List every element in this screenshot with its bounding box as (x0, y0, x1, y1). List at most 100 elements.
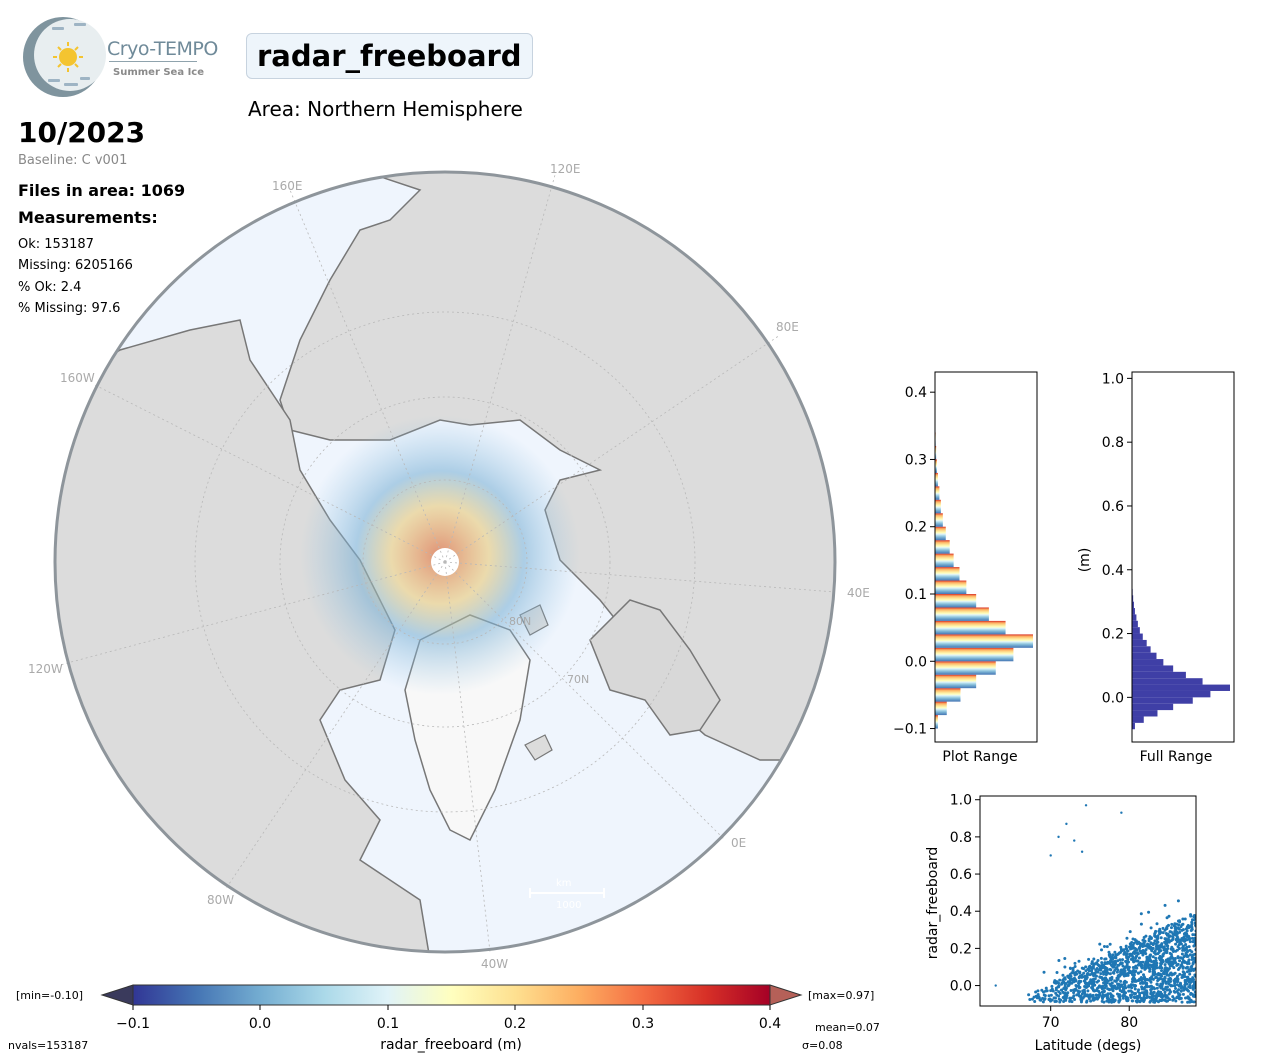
scale-bar (529, 888, 605, 898)
scatter-outlier (1065, 822, 1068, 826)
scatter-point (1184, 996, 1188, 1000)
hist1-bar (935, 567, 960, 581)
scatter-point (1176, 899, 1180, 903)
scatter-point (1127, 984, 1131, 988)
hist2-bar (1132, 595, 1134, 602)
scatter-point (1188, 986, 1192, 990)
scatter-point (1111, 957, 1115, 961)
scatter-point (1173, 990, 1177, 994)
scatter-point (1063, 957, 1067, 961)
scatter-point (1099, 956, 1103, 960)
scatter-point (1120, 961, 1124, 965)
scatter-point (1175, 974, 1179, 978)
hist1-xlabel: Plot Range (942, 749, 1017, 765)
scatter-point (1142, 997, 1146, 1001)
hist2-bar (1132, 690, 1211, 698)
scatter-point (1102, 990, 1106, 994)
hist2-bar (1132, 620, 1138, 628)
scatter-point (1058, 978, 1062, 982)
scatter-point (1183, 917, 1187, 921)
scatter-point (1150, 975, 1154, 979)
hist2-tick-label: 1.0 (1102, 371, 1124, 387)
scatter-point (1142, 975, 1146, 979)
scatter-point (1083, 984, 1087, 988)
hist1-bar (935, 499, 941, 514)
scatter-point (1114, 954, 1118, 958)
scatter-point (1117, 986, 1121, 990)
hist1-bar (935, 715, 938, 729)
scatter-point (1168, 989, 1172, 993)
parameter-title: radar_freeboard (246, 33, 533, 79)
hist2-xlabel: Full Range (1140, 749, 1213, 765)
scatter-point (1094, 993, 1098, 997)
scatter-point (1130, 940, 1134, 944)
scatter-point (1086, 971, 1090, 975)
scatter-point (1057, 981, 1061, 985)
scatter-point (1102, 981, 1106, 985)
scatter-point (1144, 964, 1148, 968)
scatter-point (1073, 988, 1077, 992)
scatter-point (1189, 913, 1193, 917)
scatter-point (1182, 971, 1186, 975)
area-label: Area: Northern Hemisphere (248, 97, 523, 121)
scatter-point (1124, 959, 1128, 963)
scatter-point (1148, 969, 1152, 973)
scatter-point (1068, 966, 1072, 970)
scatter-point (1185, 975, 1189, 979)
scatter-point (1148, 967, 1152, 971)
scatter-point (1059, 988, 1063, 992)
scatter-point (1135, 951, 1139, 955)
scatter-point (1111, 961, 1115, 965)
map-frame (53, 170, 837, 954)
scatter-point (1149, 936, 1153, 940)
scatter-point (1141, 953, 1145, 957)
scatter-point (1130, 990, 1134, 994)
scatter-point (1119, 970, 1123, 974)
scatter-point (1180, 1000, 1184, 1004)
hist2-tick-label: 0.6 (1102, 499, 1124, 515)
scatter-point (1163, 963, 1167, 967)
scatter-point (1090, 986, 1094, 990)
scatter-point (1177, 927, 1181, 931)
scatter-point (1173, 984, 1177, 988)
scatter-point (1063, 991, 1067, 995)
scatter-point (1140, 991, 1144, 995)
scatter-point (1162, 969, 1166, 973)
scatter-point (1161, 926, 1165, 930)
scatter-point (1186, 996, 1190, 1000)
scatter-point (1160, 956, 1164, 960)
scatter-point (1073, 961, 1077, 965)
scatter-point (1085, 1000, 1089, 1004)
scatter-point (1140, 944, 1144, 948)
scatter-point (1143, 949, 1147, 953)
scatter-point (1108, 982, 1112, 986)
scatter-point (1151, 994, 1155, 998)
hist2-bar (1132, 716, 1144, 723)
scatter-point (1186, 924, 1190, 928)
scatter-point (1167, 958, 1171, 962)
baseline-label: Baseline: C v001 (18, 153, 128, 168)
scatter-point (1153, 939, 1157, 943)
scatter-point (1152, 968, 1156, 972)
scatter-point (1121, 994, 1125, 998)
scatter-point (1139, 912, 1143, 916)
scatter-point (1033, 1000, 1037, 1004)
scatter-point (1155, 994, 1159, 998)
histogram-plot-range: −0.1 0.0 0.1 0.2 0.3 0.4 Plot Range (893, 371, 1038, 765)
scatter-point (1087, 957, 1091, 961)
scatter-point (1159, 936, 1163, 940)
scatter-point (1131, 937, 1135, 941)
scatter-ytick-label: 0.4 (950, 904, 972, 920)
scatter-point (1050, 987, 1054, 991)
scatter-point (1097, 995, 1101, 999)
scatter-point (1193, 952, 1196, 956)
scatter-point (1188, 936, 1192, 940)
scatter-point (1082, 971, 1086, 975)
scatter-point (1159, 931, 1163, 935)
scatter-point (1157, 950, 1161, 954)
scatter-point (1138, 949, 1142, 953)
scatter-point (1089, 999, 1093, 1003)
scatter-point (1102, 972, 1106, 976)
scatter-point (1165, 971, 1169, 975)
scatter-point (1095, 986, 1099, 990)
